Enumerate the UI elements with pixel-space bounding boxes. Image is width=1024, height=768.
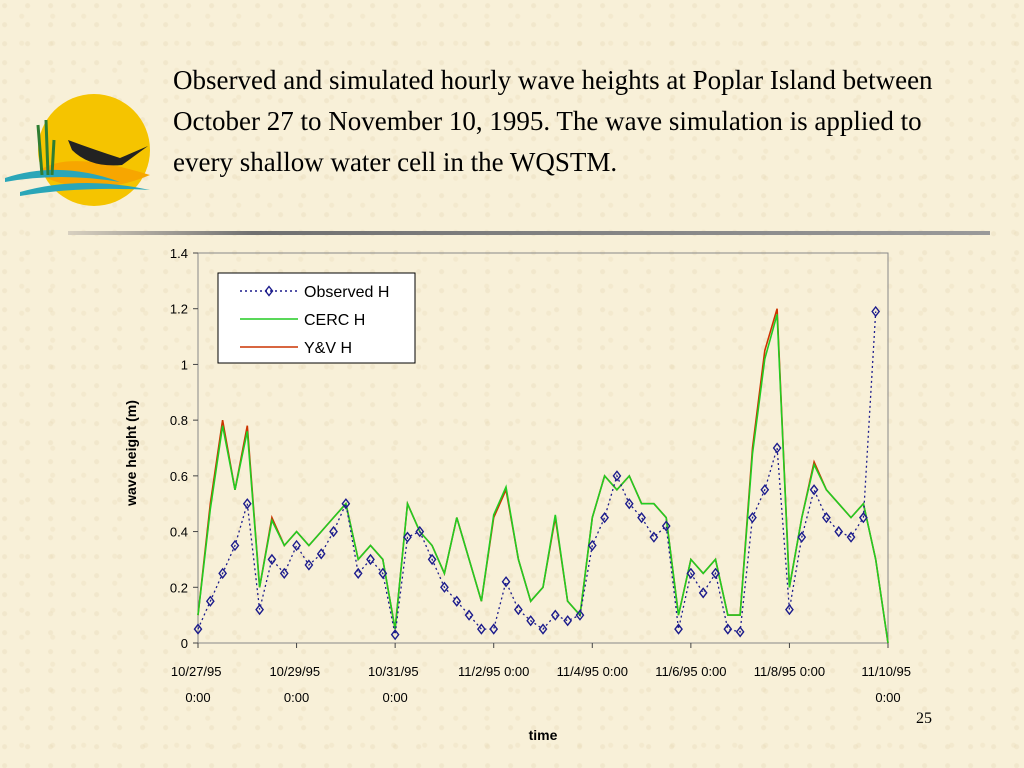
data-point [452,595,462,607]
data-point [612,470,622,482]
data-point [292,539,301,552]
data-point [440,581,449,593]
data-point [390,629,400,641]
data-point [822,512,831,524]
data-point [304,559,314,571]
x-tick-label: 11/6/95 0:00 [655,664,726,679]
data-point [242,498,252,510]
data-point [871,305,881,318]
data-point [501,576,511,588]
y-tick-label: 1.4 [170,246,188,261]
data-point [464,609,474,621]
data-point [637,512,646,524]
y-tick-label: 0.8 [170,413,188,428]
data-point [193,623,203,635]
legend-label: Y&V H [304,340,352,357]
data-point [858,512,868,524]
x-tick-label: 11/10/95 0:00 [861,664,914,705]
x-axis-label: time [529,727,558,743]
data-point [698,587,708,599]
data-point [316,548,326,560]
data-point [772,442,782,454]
data-point [563,615,573,627]
data-point [378,567,388,579]
data-point [735,626,745,638]
x-tick-label: 11/2/95 0:00 [458,664,529,679]
data-point [711,567,720,579]
series-line [197,311,877,635]
logo [5,94,150,206]
page-number: 25 [916,710,932,727]
data-point [267,553,277,566]
x-tick-label: 11/4/95 0:00 [557,664,628,679]
data-point [686,567,696,579]
plot-area [197,252,889,644]
y-tick-label: 0.2 [170,580,188,595]
data-point [513,603,523,616]
y-tick-label: 1.2 [170,302,188,317]
data-point [575,609,585,621]
data-point [600,512,609,524]
data-point [748,512,757,524]
legend-marker [264,285,274,297]
x-tick-label: 10/29/95 0:00 [269,664,323,705]
data-point [846,531,856,543]
data-point [341,498,351,510]
data-point [255,603,264,616]
y-tick-label: 0.6 [170,469,188,484]
data-point [205,595,215,607]
data-point [353,567,363,579]
data-point [624,498,634,510]
y-tick-label: 0 [181,636,188,651]
data-point [477,623,486,635]
data-point [661,520,671,532]
legend-label: CERC H [304,312,365,329]
legend-label: Observed H [304,284,389,301]
data-point [218,567,228,579]
data-point [785,603,794,616]
data-point [797,531,807,543]
data-point [538,623,548,635]
data-point [230,539,240,552]
legend-box [217,272,416,364]
x-tick-label: 10/27/95 0:00 [171,664,225,705]
data-point [674,623,683,635]
data-point [279,567,289,579]
data-point [550,609,560,621]
series-line [197,314,889,644]
slide-title: Observed and simulated hourly wave heigh… [173,65,933,177]
y-axis-label: wave height (m) [123,400,139,507]
data-point [723,623,733,635]
data-point [587,539,597,552]
y-tick-label: 1 [181,357,188,372]
data-point [415,525,425,538]
y-tick-label: 0.4 [170,525,188,540]
data-point [489,623,499,635]
divider [68,231,990,235]
data-point [526,615,536,627]
data-point [329,525,338,538]
data-point [649,531,659,543]
data-point [809,484,819,496]
x-tick-label: 11/8/95 0:00 [754,664,825,679]
data-point [760,484,770,496]
data-point [366,553,375,566]
data-point [403,531,412,543]
data-point [834,525,844,538]
data-point [427,553,437,566]
x-tick-label: 10/31/95 0:00 [368,664,422,705]
